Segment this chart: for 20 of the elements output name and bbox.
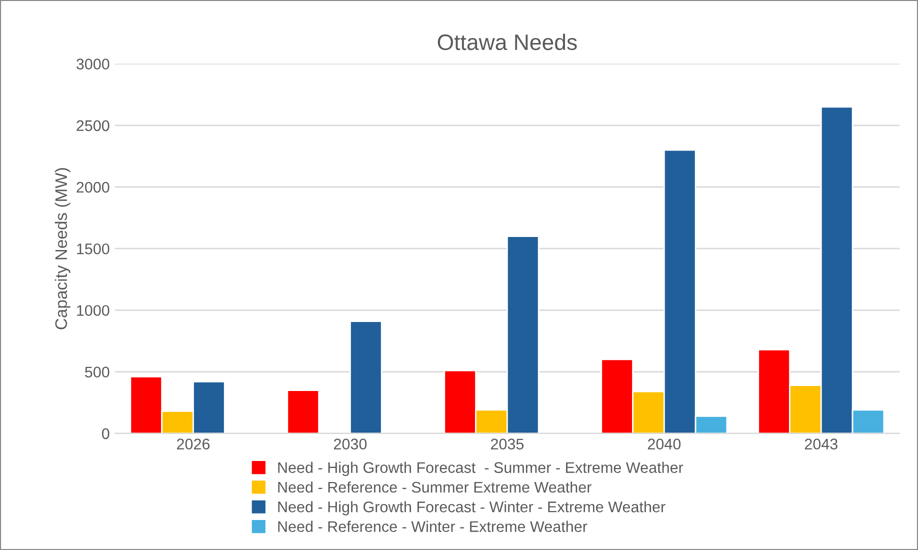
legend-label: Need - Reference - Summer Extreme Weather — [278, 481, 592, 493]
bar — [286, 390, 320, 434]
y-axis-title: Capacity Needs (MW) — [54, 168, 70, 330]
y-tick-label: 500 — [85, 366, 110, 378]
y-tick-label: 1000 — [77, 305, 110, 316]
y-tick-label: 1500 — [77, 243, 110, 254]
x-tick-label: 2026 — [177, 438, 210, 450]
legend-label: Need - Reference - Winter - Extreme Weather — [278, 520, 588, 532]
chart-title: Ottawa Needs — [438, 34, 577, 50]
legend-label: Need - High Growth Forecast - Winter - Extreme Weather — [278, 501, 666, 516]
legend-label: Need - High Growth Forecast - Summer - Extreme Weather — [278, 462, 684, 476]
y-tick-label: 0 — [102, 428, 110, 440]
x-tick-label: 2030 — [334, 438, 367, 450]
x-tick-label: 2035 — [490, 438, 524, 450]
y-tick-label: 3000 — [76, 58, 110, 70]
bar — [350, 320, 382, 434]
x-tick-label: 2043 — [804, 438, 838, 450]
y-tick-label: 2500 — [76, 120, 110, 132]
y-tick-label: 2000 — [76, 182, 110, 193]
x-tick-label: 2040 — [648, 438, 681, 450]
